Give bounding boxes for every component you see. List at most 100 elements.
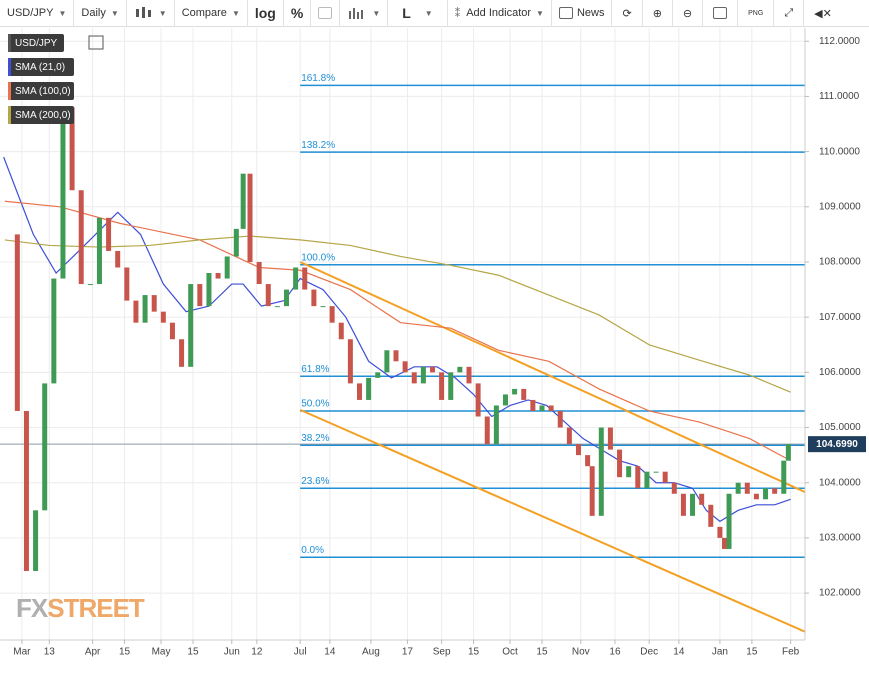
chart-type-button[interactable]: ▼ <box>127 0 175 27</box>
style: L <box>402 5 411 21</box>
candle <box>51 278 57 384</box>
last-price-label: 104.6990 <box>816 439 858 450</box>
volume-button[interactable]: ▼ <box>340 0 389 27</box>
candle <box>617 449 623 478</box>
trend-line <box>299 408 805 633</box>
x-tick-label: Feb <box>782 647 800 658</box>
candle <box>233 228 239 257</box>
sma-line <box>4 200 791 462</box>
x-tick-label: Jan <box>712 647 728 658</box>
percent-button[interactable]: % <box>284 0 312 27</box>
fullscreen-button[interactable]: ⤢ <box>774 0 805 27</box>
sma-line <box>3 156 791 523</box>
log-button[interactable]: log <box>248 0 284 27</box>
x-tick-label: Sep <box>433 647 451 658</box>
candle <box>484 416 490 445</box>
toolbar: USD/JPY ▼ Daily ▼ ▼ Compare ▼ log % ▼ L ▼ ⁑ A… <box>0 0 869 27</box>
candle <box>87 284 93 286</box>
legend-box[interactable] <box>8 34 64 52</box>
candle-icon <box>135 7 151 18</box>
last-price-badge <box>808 436 866 453</box>
y-tick-label: 102.0000 <box>819 588 861 599</box>
draw-button[interactable] <box>311 0 341 27</box>
x-tick-label: Mar <box>13 647 31 658</box>
symbol-button[interactable]: USD/JPY ▼ <box>0 0 75 27</box>
x-tick-label: Jul <box>294 647 307 658</box>
candle <box>411 372 417 384</box>
candle <box>493 405 499 445</box>
legend-box[interactable] <box>8 106 74 124</box>
percent: % <box>290 5 304 21</box>
candle <box>329 306 335 323</box>
candle <box>14 234 20 411</box>
legend-box[interactable] <box>8 58 74 76</box>
x-tick-label: May <box>152 647 171 658</box>
candle <box>320 306 326 308</box>
png-button[interactable]: PNG <box>738 0 775 27</box>
candle <box>69 107 75 191</box>
legend-settings[interactable] <box>88 35 104 50</box>
candle <box>42 383 48 511</box>
candle <box>115 250 121 268</box>
candle <box>206 273 212 307</box>
legend-label: SMA (200,0) <box>15 110 71 121</box>
watermark-street: STREET <box>47 593 145 623</box>
candle <box>439 372 445 400</box>
news-button[interactable]: News <box>552 0 613 27</box>
candle <box>106 217 112 251</box>
candle <box>357 383 363 400</box>
volume-icon <box>349 8 364 19</box>
candle <box>772 488 778 494</box>
print-button[interactable] <box>703 0 739 27</box>
candle <box>589 466 595 516</box>
candle <box>466 366 472 384</box>
candle <box>393 350 399 362</box>
x-tick-label: 15 <box>468 647 480 658</box>
candle <box>699 493 705 505</box>
y-tick-label: 105.0000 <box>819 422 861 433</box>
refresh-button[interactable]: ⟳ <box>612 0 643 27</box>
candle <box>197 284 203 307</box>
log: log <box>254 5 276 21</box>
candle <box>548 405 554 411</box>
candle <box>375 372 381 378</box>
news-icon <box>558 7 573 19</box>
zoom-out-button[interactable]: ⊖ <box>673 0 704 27</box>
fib-label: 161.8% <box>301 73 335 84</box>
candle <box>763 488 769 500</box>
compare-button[interactable]: Compare ▼ <box>175 0 248 27</box>
interval-button[interactable]: Daily ▼ <box>74 0 127 27</box>
candle <box>274 306 280 308</box>
fib-label: 38.2% <box>301 433 329 444</box>
candle <box>23 410 29 572</box>
candle <box>785 444 791 461</box>
candle <box>284 289 290 307</box>
candle <box>160 311 166 323</box>
indicator-button[interactable]: ⁑ Add Indicator ▼ <box>448 0 552 27</box>
candle <box>566 427 572 445</box>
candle <box>607 427 613 450</box>
draw-icon <box>318 7 333 19</box>
candle <box>662 471 668 483</box>
compare: Compare <box>181 7 227 19</box>
mute-button[interactable]: ◀✕ <box>814 7 832 20</box>
candle <box>680 493 686 516</box>
candle <box>179 339 185 367</box>
candle <box>302 267 308 290</box>
y-tick-label: 111.0000 <box>819 91 860 102</box>
style-button[interactable]: L ▼ <box>388 0 448 27</box>
candle <box>78 190 84 285</box>
candle <box>293 267 299 290</box>
zoom-in-button[interactable]: ⊕ <box>643 0 673 27</box>
candle <box>60 107 66 279</box>
legend-swatch <box>8 58 11 76</box>
legend-box[interactable] <box>8 82 74 100</box>
fib-label: 0.0% <box>301 545 324 556</box>
candle <box>744 482 750 494</box>
y-tick-label: 107.0000 <box>819 312 861 323</box>
candle <box>557 410 563 428</box>
symbol: USD/JPY <box>7 7 54 19</box>
candle <box>366 377 372 400</box>
